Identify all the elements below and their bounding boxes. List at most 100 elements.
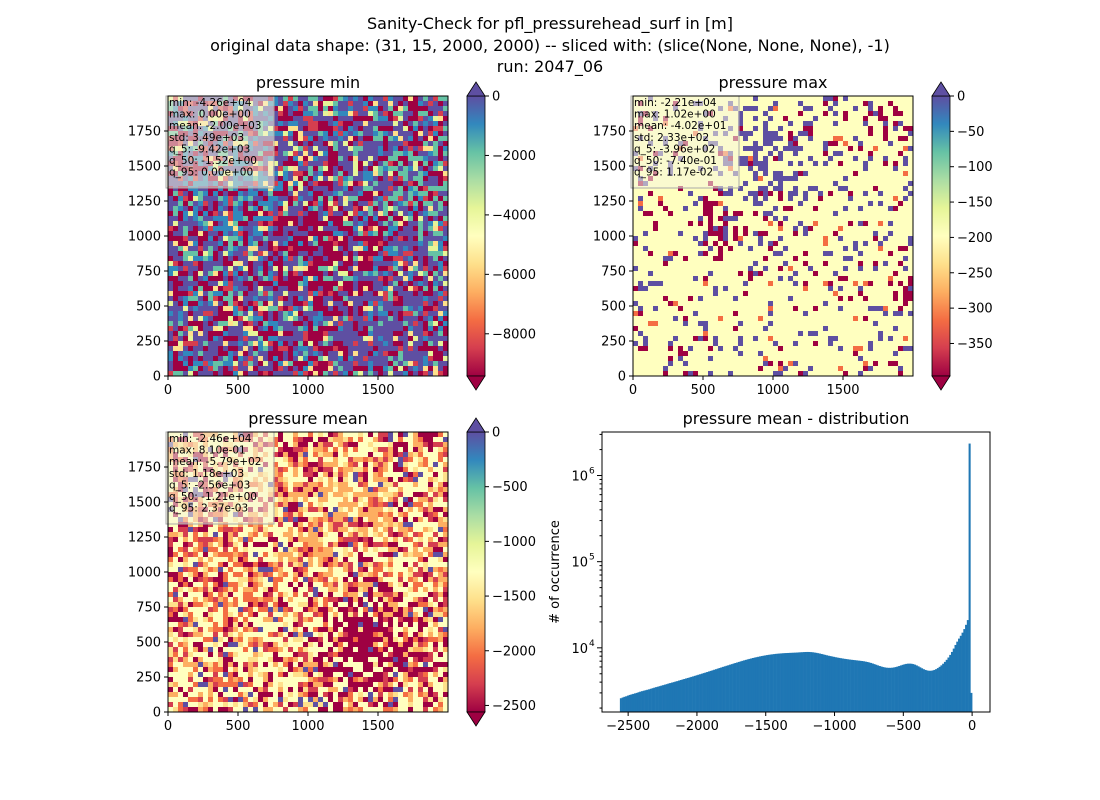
colorbar-extend-min (931, 375, 951, 391)
histogram-bar (739, 661, 742, 712)
histogram-bar (898, 666, 901, 712)
histogram-bar (889, 667, 892, 712)
histogram-bar (913, 664, 917, 712)
figure-title-line-3: run: 2047_06 (496, 57, 604, 76)
histogram-bar (729, 664, 732, 712)
x-tick-label: 0 (164, 383, 172, 398)
stats-line: min: -4.26e+04 (169, 97, 252, 109)
x-tick-label: −1500 (744, 719, 788, 734)
histogram-bar (660, 685, 663, 712)
stats-box-frame (165, 431, 275, 525)
x-tick-label: −2000 (675, 719, 719, 734)
stats-line: q_50: -1.52e+00 (169, 155, 257, 167)
histogram-bar (885, 667, 888, 712)
histogram-bar (711, 670, 714, 712)
stats-line: q_95: 2.37e-03 (169, 503, 248, 515)
histogram-bar (931, 670, 934, 712)
histogram-bar (869, 662, 873, 712)
histogram-bar (737, 661, 740, 712)
heatmap-texture (633, 96, 913, 376)
histogram-bar (623, 696, 626, 712)
colorbar-tick-label: −350 (957, 337, 993, 352)
histogram-bar (896, 666, 899, 712)
histogram-bar (933, 669, 936, 712)
histogram-bar (905, 663, 908, 712)
histogram-bar (834, 657, 837, 712)
histogram-bar (727, 665, 730, 712)
histogram-bar (938, 666, 941, 712)
y-tick-label: 0 (618, 370, 626, 385)
histogram-bar (744, 659, 747, 712)
y-tick-label: 10 (571, 556, 588, 571)
panel-title: pressure mean - distribution (683, 409, 910, 428)
histogram-bar (820, 653, 823, 712)
x-tick-label: 500 (226, 383, 251, 398)
histogram-bar (688, 677, 691, 712)
colorbar: 0 −50 −100 −150 −200 −250 −300 −350 (931, 81, 993, 391)
panel-title: pressure mean (248, 409, 368, 428)
histogram-bar (635, 692, 638, 712)
y-tick-label: 1750 (128, 125, 161, 140)
histogram-bar (808, 651, 811, 712)
histogram-bar (676, 681, 679, 712)
histogram-bar (707, 671, 711, 712)
y-tick-label: 0 (153, 706, 161, 721)
histogram-bar (847, 659, 850, 712)
histogram-bar (947, 657, 950, 712)
histogram-bar (644, 690, 647, 712)
colorbar-extend-min (466, 711, 486, 727)
histogram-bar (854, 660, 857, 712)
histogram-bar (621, 697, 624, 712)
histogram-bar (759, 656, 762, 712)
histogram-bar (750, 658, 753, 712)
colorbar-tick-label: −1000 (492, 535, 536, 550)
histogram-bar (678, 680, 681, 712)
colorbar: 0 −500 −1000 −1500 −2000 −2500 (466, 417, 536, 727)
colorbar-tick-label: −200 (957, 231, 993, 246)
histogram-bar (848, 659, 851, 712)
histogram-bar (648, 689, 651, 712)
histogram-bar (943, 661, 946, 712)
x-tick-label: 1000 (291, 719, 324, 734)
histogram-bar (714, 669, 718, 712)
stats-line: max: 0.00e+00 (169, 109, 251, 121)
histogram-bar (625, 696, 628, 712)
y-tick-label: 750 (601, 265, 626, 280)
stats-line: q_50: -1.21e+00 (169, 491, 257, 503)
histogram-bar (910, 663, 913, 712)
histogram-bar (686, 677, 689, 712)
y-axis-label: # of occurrence (548, 520, 563, 624)
histogram-bar (649, 688, 652, 712)
histogram-bar (794, 652, 797, 712)
histogram-bar (723, 666, 726, 712)
y-tick-label: 250 (601, 335, 626, 350)
histogram-bar (670, 682, 674, 712)
colorbar-tick-label: −6000 (492, 268, 536, 283)
histogram-bar (841, 658, 844, 712)
stats-line: q_5: -2.56e+03 (169, 479, 250, 491)
stats-line: max: 8.10e-01 (169, 445, 246, 457)
histogram-bar (746, 659, 749, 712)
histogram-bar (642, 690, 645, 712)
y-tick-label: 1250 (128, 195, 161, 210)
y-tick-label: 1000 (128, 566, 161, 581)
histogram-bar (725, 665, 728, 712)
stats-line: min: -2.21e+04 (634, 97, 717, 109)
histogram-bar (862, 661, 865, 712)
x-tick-label: 1500 (361, 719, 394, 734)
colorbar-tick-label: −8000 (492, 327, 536, 342)
histogram-bar (866, 661, 869, 712)
histogram-bar (903, 664, 906, 712)
y-tick-exponent: 5 (589, 553, 595, 563)
histogram-bar (646, 689, 649, 712)
histogram-bar (787, 652, 790, 712)
stats-line: mean: -2.00e+03 (169, 120, 261, 132)
histogram-bar (722, 666, 725, 712)
histogram-bar (832, 656, 836, 712)
histogram-bar (968, 443, 971, 712)
histogram-bar (804, 651, 807, 712)
histogram-bar (771, 654, 774, 712)
histogram-bar (674, 681, 677, 712)
